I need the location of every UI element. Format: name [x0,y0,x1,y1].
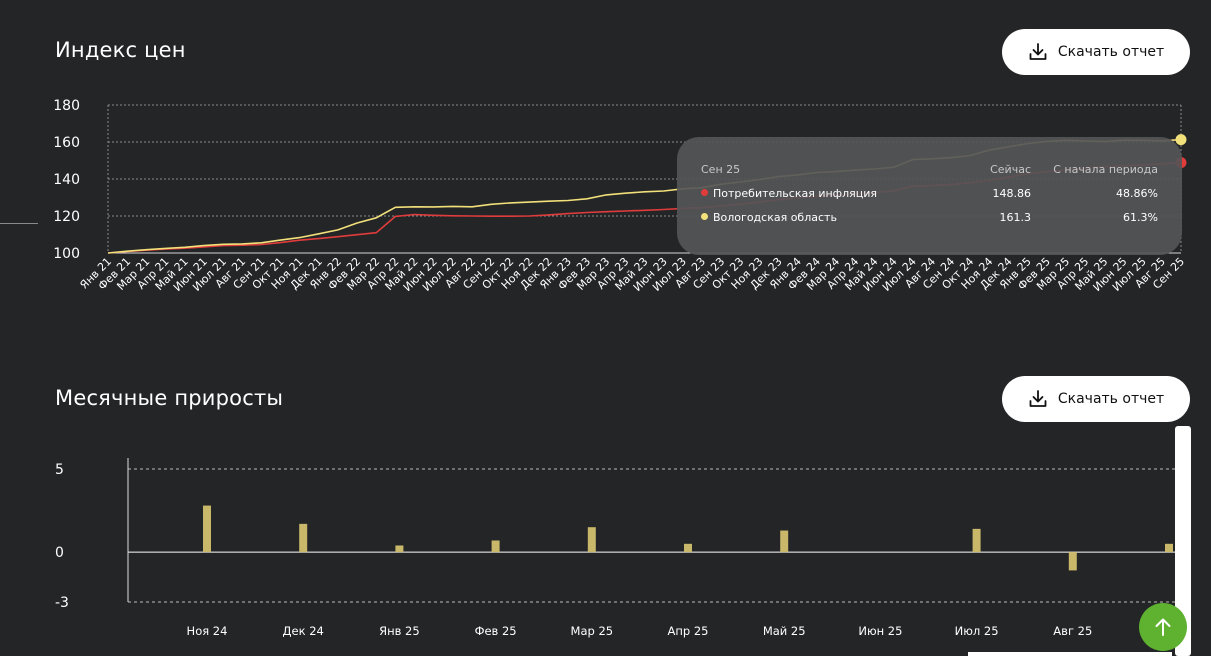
tooltip-since-value: 61.3% [1123,211,1158,224]
bar [203,505,211,553]
y-tick-label: 5 [55,462,64,478]
download-report-label: Скачать отчет [1057,391,1165,407]
tooltip-series-name: Потребительская инфляция [713,187,877,200]
x-tick-label: Авг 25 [1053,624,1092,638]
bar [1068,552,1077,571]
bar [684,543,692,553]
x-tick-label: Июн 25 [858,624,902,638]
price-index-title: Индекс цен [55,38,186,62]
download-icon [1029,43,1047,60]
bar [1165,543,1173,553]
bar [780,530,789,553]
y-tick-label: 100 [53,246,80,262]
x-tick-label: Янв 25 [379,624,420,638]
bar [972,528,981,553]
bottom-panel-edge [968,652,1172,656]
vologda-end-point [1175,134,1187,146]
monthly-growth-title: Месячные приросты [55,386,284,410]
x-tick-label: Май 25 [763,624,806,638]
scroll-to-top-button[interactable] [1139,603,1187,651]
x-tick-label: Дек 24 [283,624,324,638]
y-tick-label: 120 [53,209,80,225]
tooltip-now-value: 148.86 [992,187,1032,200]
vologda-legend-dot [701,213,708,220]
y-tick-label: 180 [53,98,80,114]
tooltip-series-name: Вологодская область [713,211,837,224]
chart-tooltip: Сен 25 Сейчас С начала периода Потребите… [677,137,1182,255]
x-tick-label: Фев 25 [475,624,517,638]
download-report-button[interactable]: Скачать отчет [1002,376,1190,422]
left-divider [0,223,38,224]
y-tick-label: 160 [53,135,80,151]
tooltip-col-now: Сейчас [990,163,1031,176]
x-tick-label: Ноя 24 [187,624,228,638]
tooltip-col-since: С начала периода [1053,163,1158,176]
y-tick-label: 140 [53,172,80,188]
download-report-label: Скачать отчет [1057,44,1165,60]
x-tick-label: Июл 25 [955,624,999,638]
bar [299,523,308,553]
y-tick-label: 0 [55,545,64,561]
x-tick-label: Апр 25 [668,624,709,638]
x-tick-label: Мар 25 [571,624,614,638]
download-report-button[interactable]: Скачать отчет [1002,29,1190,75]
bar [395,545,404,553]
arrow-up-icon [1155,618,1171,636]
tooltip-now-value: 161.3 [999,211,1032,224]
download-icon [1029,390,1047,407]
scrollbar[interactable] [1175,426,1191,656]
tooltip-since-value: 48.86% [1116,187,1158,200]
y-tick-label: -3 [55,595,69,611]
tooltip-period: Сен 25 [701,163,741,176]
bar [587,527,596,553]
bar [491,540,500,553]
inflation-legend-dot [701,189,708,196]
